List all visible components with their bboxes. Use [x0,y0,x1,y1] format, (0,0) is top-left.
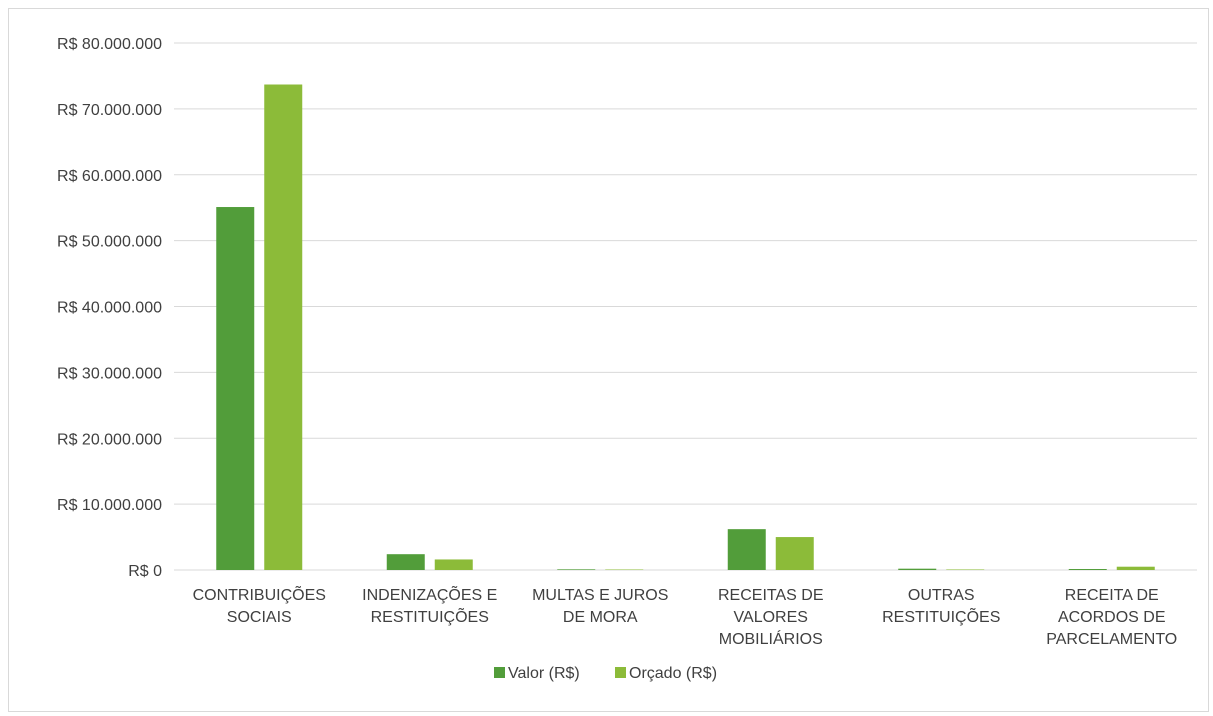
y-tick-label: R$ 0 [128,563,162,580]
bar [216,207,255,570]
x-category-label: RECEITA DE ACORDOS DE PARCELAMENTO [1046,587,1177,648]
bar [1068,569,1107,570]
bar [557,569,596,570]
legend-swatch [494,667,505,678]
x-axis-category-labels: CONTRIBUIÇÕES SOCIAIS INDENIZAÇÕES E RESTIT… [193,584,1178,648]
y-tick-label: R$ 10.000.000 [57,497,162,514]
legend: Valor (R$) Orçado (R$) [494,665,717,682]
legend-label: Valor (R$) [508,665,580,682]
gridlines [174,42,1197,571]
chart-frame: R$ 0 R$ 10.000.000 R$ 20.000.000 R$ 30.000.… [8,8,1209,712]
y-tick-label: R$ 80.000.000 [57,36,162,53]
bar [775,537,814,570]
bar [946,569,985,570]
legend-swatch [615,667,626,678]
y-tick-label: R$ 70.000.000 [57,102,162,119]
bar [898,568,937,570]
y-axis-tick-labels: R$ 0 R$ 10.000.000 R$ 20.000.000 R$ 30.000.… [57,36,162,580]
y-tick-label: R$ 50.000.000 [57,234,162,251]
bar [434,559,473,570]
bar [1116,566,1155,570]
x-category-label: CONTRIBUIÇÕES SOCIAIS [193,584,326,626]
y-tick-label: R$ 20.000.000 [57,431,162,448]
y-tick-label: R$ 40.000.000 [57,300,162,317]
bar [386,554,425,570]
x-category-label: OUTRAS RESTITUIÇÕES [882,587,1000,626]
bar [264,84,303,570]
bar [605,569,644,570]
bar-chart: R$ 0 R$ 10.000.000 R$ 20.000.000 R$ 30.000.… [57,36,1197,682]
x-category-label: INDENIZAÇÕES E RESTITUIÇÕES [362,584,497,626]
legend-label: Orçado (R$) [629,665,717,682]
bars [216,84,1155,570]
y-tick-label: R$ 30.000.000 [57,365,162,382]
x-category-label: RECEITAS DE VALORES MOBILIÁRIOS [718,587,824,648]
x-category-label: MULTAS E JUROS DE MORA [532,587,668,626]
bar [727,529,766,570]
y-tick-label: R$ 60.000.000 [57,168,162,185]
